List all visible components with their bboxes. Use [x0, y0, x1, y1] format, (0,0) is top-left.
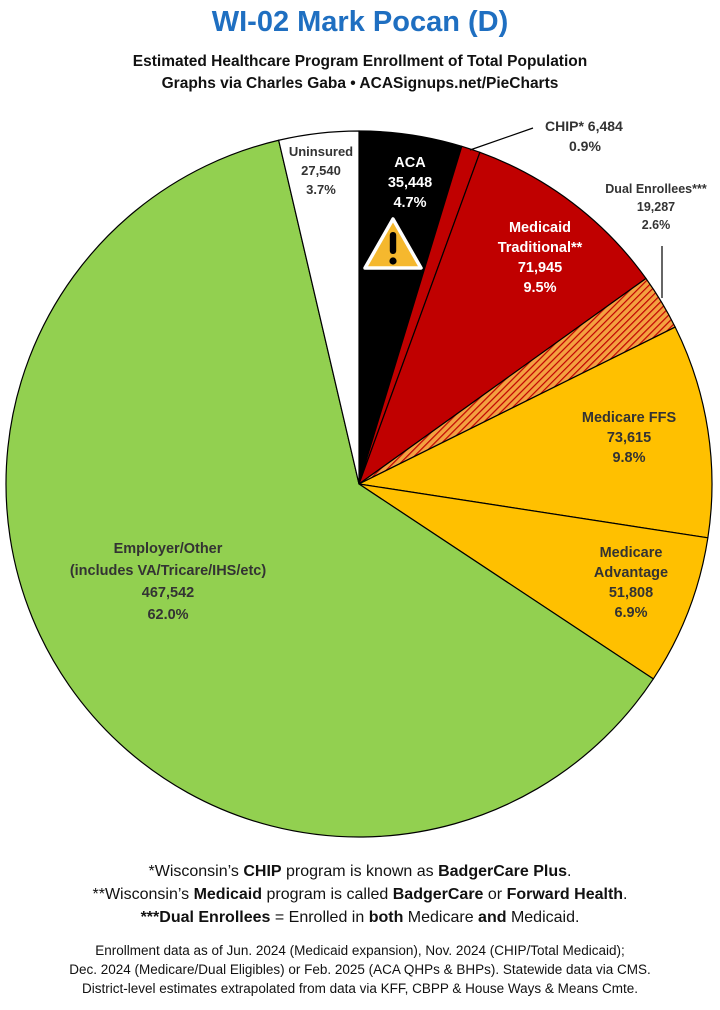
slice-label-employer-other: Employer/Other (includes VA/Tricare/IHS/e… — [70, 541, 267, 623]
pie-slice-uninsured — [278, 130, 360, 485]
subtitle-line-2: Graphs via Charles Gaba • ACASignups.net… — [161, 75, 559, 92]
pie-slice-medicaid-traditional — [358, 151, 647, 485]
pie-slice-medicare-ffs — [358, 326, 713, 539]
pie-slice-medicare-advantage — [358, 483, 709, 680]
footnote-dual: ***Dual Enrollees = Enrolled in both Med… — [140, 909, 580, 926]
slice-labels: ACA 35,448 4.7% CHIP* 6,484 0.9% Medicaid Trad… — [70, 118, 707, 623]
source-line-1: Enrollment data as of Jun. 2024 (Medicai… — [95, 943, 625, 958]
leader-lines — [469, 127, 663, 298]
warning-triangle-icon — [363, 217, 423, 270]
subtitle-line-1: Estimated Healthcare Program Enrollment … — [132, 53, 588, 70]
slice-label-medicare-advantage: Medicare Advantage 51,808 6.9% — [594, 545, 668, 621]
footnotes: *Wisconsin’s CHIP program is known as Ba… — [0, 860, 720, 929]
source-line-2: Dec. 2024 (Medicare/Dual Eligibles) or F… — [69, 962, 651, 977]
pie-slices — [5, 130, 713, 838]
footnote-medicaid: **Wisconsin’s Medicaid program is called… — [92, 886, 628, 903]
leader-line-chip — [469, 127, 534, 151]
pie-chart: ACA 35,448 4.7% CHIP* 6,484 0.9% Medicaid Trad… — [5, 118, 713, 838]
slice-label-aca: ACA 35,448 4.7% — [388, 155, 432, 211]
slice-label-medicare-ffs: Medicare FFS 73,615 9.8% — [582, 410, 677, 466]
chart-title: WI-02 Mark Pocan (D) — [211, 6, 509, 38]
slice-label-uninsured: Uninsured 27,540 3.7% — [289, 144, 353, 197]
slice-label-dual-enrollees: Dual Enrollees*** 19,287 2.6% — [605, 182, 707, 232]
pie-slice-employer-other — [5, 139, 654, 838]
data-sources: Enrollment data as of Jun. 2024 (Medicai… — [0, 941, 720, 998]
slice-label-medicaid-traditional: Medicaid Traditional** 71,945 9.5% — [498, 220, 583, 296]
source-line-3: District-level estimates extrapolated fr… — [82, 981, 638, 996]
slice-label-chip: CHIP* 6,484 0.9% — [545, 118, 623, 154]
chart-subtitle: Estimated Healthcare Program Enrollment … — [0, 51, 720, 95]
footnote-chip: *Wisconsin’s CHIP program is known as Ba… — [148, 863, 572, 880]
